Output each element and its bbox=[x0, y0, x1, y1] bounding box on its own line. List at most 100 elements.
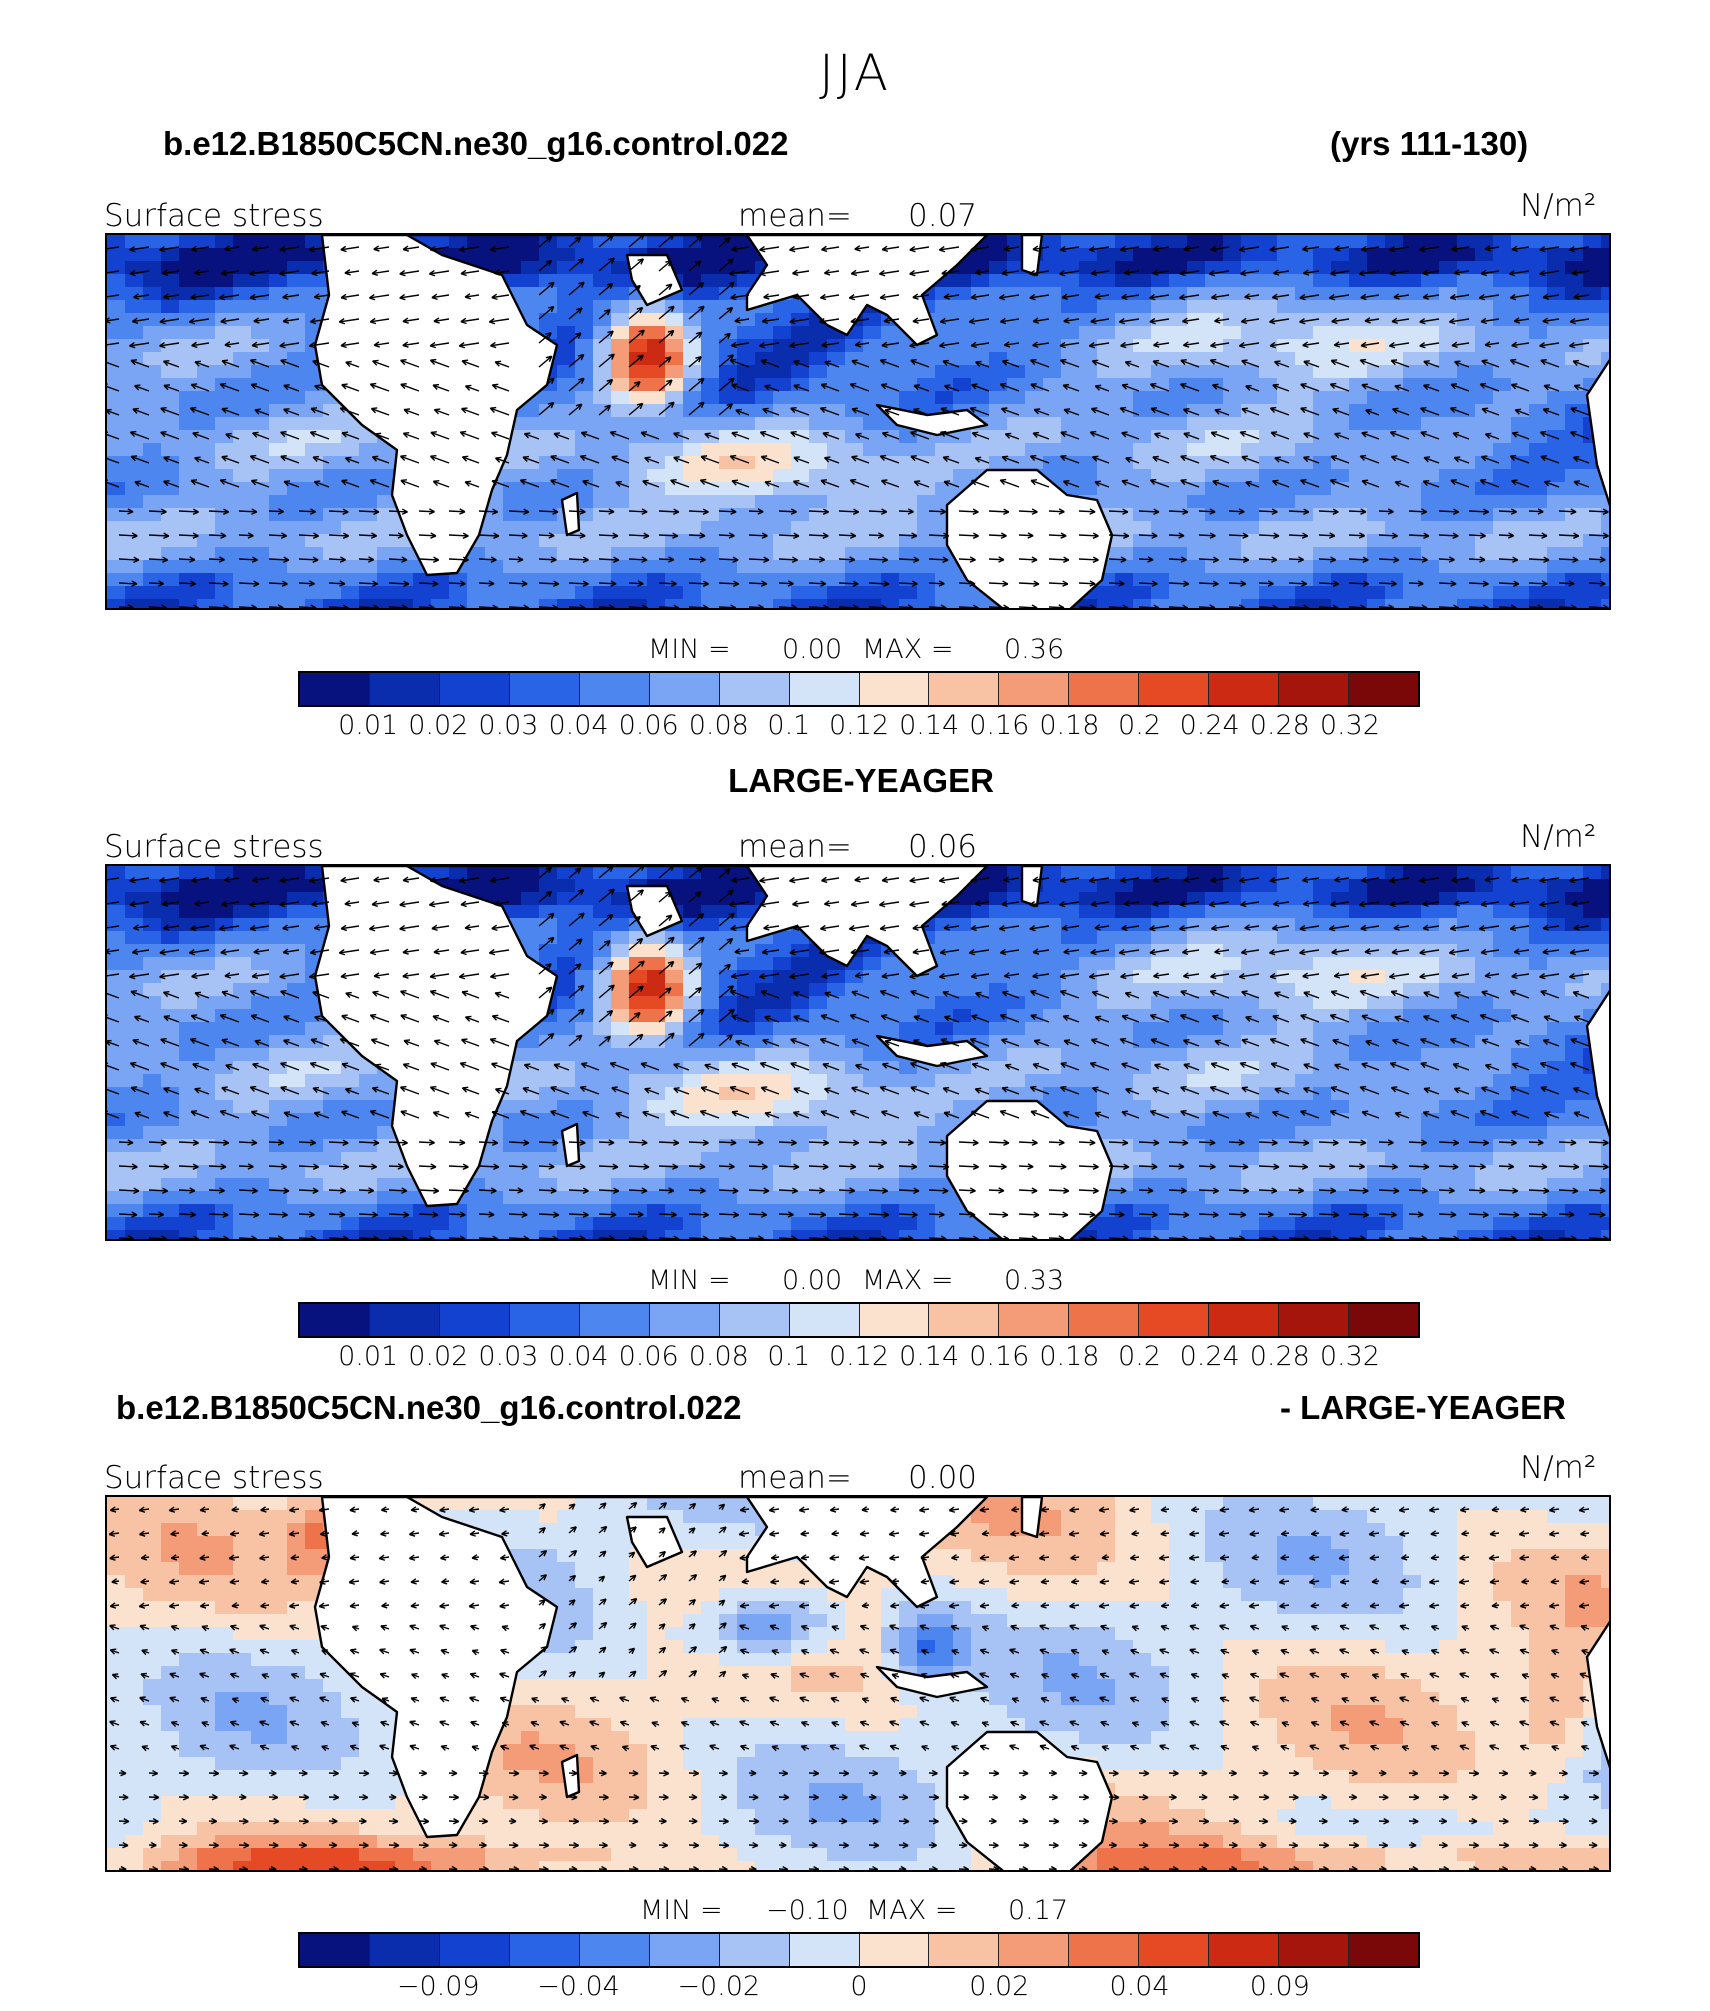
field-cell bbox=[539, 274, 558, 288]
field-cell bbox=[197, 235, 216, 249]
wind-vector bbox=[1121, 479, 1140, 488]
wind-vector bbox=[1300, 478, 1320, 488]
field-cell bbox=[899, 391, 918, 405]
field-cell bbox=[143, 1022, 162, 1036]
field-cell bbox=[539, 469, 558, 483]
field-cell bbox=[1241, 456, 1260, 470]
wind-vector bbox=[224, 245, 240, 252]
field-cell bbox=[683, 1048, 702, 1062]
field-cell bbox=[125, 957, 144, 971]
field-cell bbox=[215, 352, 234, 366]
field-cell bbox=[125, 866, 144, 880]
field-cell bbox=[1151, 469, 1170, 483]
field-cell bbox=[1511, 996, 1530, 1010]
field-cell bbox=[557, 391, 576, 405]
field-cell bbox=[503, 586, 522, 600]
field-cell bbox=[1061, 456, 1080, 470]
field-cell bbox=[395, 547, 414, 561]
field-cell bbox=[1313, 274, 1332, 288]
field-cell bbox=[701, 287, 720, 301]
field-cell bbox=[719, 482, 738, 496]
field-cell bbox=[737, 970, 756, 984]
wind-vector bbox=[942, 359, 960, 368]
field-cell bbox=[881, 1061, 900, 1075]
field-cell bbox=[161, 417, 180, 431]
wind-vector bbox=[790, 431, 810, 440]
wind-vector bbox=[538, 281, 555, 296]
field-cell bbox=[539, 443, 558, 457]
field-cell bbox=[1583, 879, 1602, 893]
field-cell bbox=[179, 599, 198, 608]
wind-vector bbox=[1468, 532, 1486, 539]
field-cell bbox=[539, 417, 558, 431]
field-cell bbox=[431, 235, 450, 249]
field-cell bbox=[845, 996, 864, 1010]
field-cell bbox=[845, 983, 864, 997]
field-cell bbox=[863, 469, 882, 483]
field-cell bbox=[1205, 996, 1224, 1010]
field-cell bbox=[197, 339, 216, 353]
field-cell bbox=[971, 1074, 990, 1088]
wind-vector bbox=[628, 580, 644, 587]
field-cell bbox=[935, 352, 954, 366]
field-cell bbox=[1295, 443, 1314, 457]
field-cell bbox=[107, 547, 126, 561]
wind-vector bbox=[418, 556, 440, 563]
field-cell bbox=[107, 326, 126, 340]
field-cell bbox=[125, 1022, 144, 1036]
wind-vector bbox=[913, 384, 930, 392]
wind-vector bbox=[1153, 341, 1170, 348]
wind-vector bbox=[194, 360, 210, 368]
field-cell bbox=[125, 1100, 144, 1114]
field-cell bbox=[1367, 534, 1386, 548]
field-cell bbox=[737, 573, 756, 587]
field-cell bbox=[611, 905, 630, 919]
wind-vector bbox=[1480, 269, 1500, 277]
wind-vector bbox=[1330, 269, 1350, 277]
field-cell bbox=[809, 404, 828, 418]
wind-vector bbox=[418, 580, 439, 587]
field-cell bbox=[323, 456, 342, 470]
field-cell bbox=[107, 599, 126, 608]
field-cell bbox=[1367, 560, 1386, 574]
field-cell bbox=[989, 443, 1008, 457]
field-cell bbox=[1547, 918, 1566, 932]
wind-vector bbox=[881, 431, 900, 440]
field-cell bbox=[1295, 957, 1314, 971]
field-cell bbox=[1097, 261, 1116, 275]
field-cell bbox=[521, 274, 540, 288]
field-cell bbox=[1295, 1022, 1314, 1036]
wind-vector bbox=[1059, 358, 1080, 368]
wind-vector bbox=[1108, 532, 1130, 539]
wind-vector bbox=[1048, 532, 1067, 539]
wind-vector bbox=[1004, 432, 1020, 440]
wind-vector bbox=[118, 508, 134, 515]
field-cell bbox=[269, 248, 288, 262]
wind-vector bbox=[1422, 293, 1440, 300]
field-cell bbox=[611, 879, 630, 893]
field-cell bbox=[1187, 469, 1206, 483]
wind-vector bbox=[1152, 269, 1170, 276]
wind-vector bbox=[734, 317, 750, 324]
field-cell bbox=[863, 1074, 882, 1088]
colorbar-box bbox=[509, 673, 580, 705]
land-arabia bbox=[625, 253, 684, 307]
wind-vector bbox=[881, 245, 900, 252]
field-cell bbox=[215, 495, 234, 509]
field-cell bbox=[197, 866, 216, 880]
field-cell bbox=[629, 417, 648, 431]
field-cell bbox=[1025, 1048, 1044, 1062]
wind-vector bbox=[1033, 408, 1050, 416]
field-cell bbox=[251, 905, 270, 919]
field-cell bbox=[1025, 378, 1044, 392]
wind-vector bbox=[107, 408, 120, 416]
wind-vector bbox=[1558, 556, 1579, 563]
field-cell bbox=[647, 456, 666, 470]
field-cell bbox=[161, 443, 180, 457]
wind-vector bbox=[163, 293, 180, 300]
field-cell bbox=[395, 560, 414, 574]
field-cell bbox=[1349, 352, 1368, 366]
field-cell bbox=[1025, 404, 1044, 418]
wind-vector bbox=[1318, 556, 1337, 563]
field-cell bbox=[773, 430, 792, 444]
